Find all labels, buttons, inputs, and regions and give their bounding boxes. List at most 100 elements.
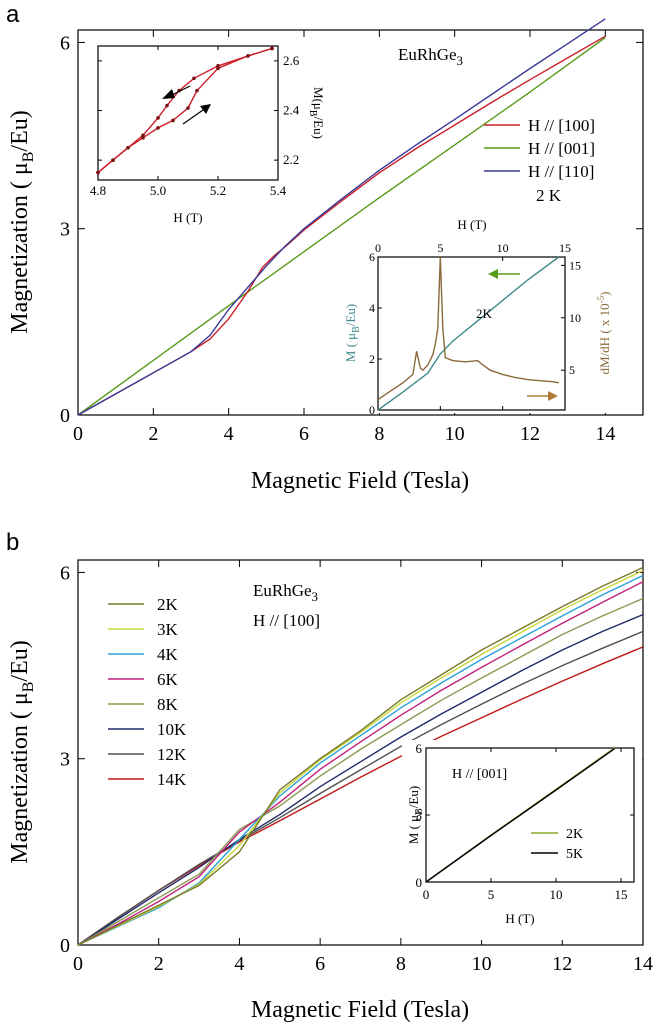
inset-3-x-tick-label: 15 [615, 887, 628, 902]
inset-3-y-tick-label: 3 [416, 808, 423, 823]
panel-b-field-direction: H // [100] [253, 611, 320, 630]
panel-a-temperature-label: 2 K [536, 186, 562, 205]
inset-2-right-axis-title: dM/dH ( x 10-5) [596, 292, 612, 375]
inset-2-x-tick-label: 0 [375, 241, 381, 255]
inset-3-series-line-5K [425, 748, 615, 883]
inset-1-series [96, 46, 274, 175]
panel-a-y-tick-label: 0 [60, 405, 70, 427]
inset-3-y-axis-title-end: /Eu) [406, 786, 421, 808]
panel-a-material-sub: 3 [457, 53, 464, 68]
inset-3-y-tick-label: 6 [416, 741, 423, 756]
panel-b-x-tick-label: 10 [472, 953, 492, 975]
panel-a-y-tick-label: 3 [60, 219, 70, 241]
panel-a-y-axis-title-sub: B [20, 152, 37, 163]
inset-3-y-axis-title-main: M ( μ [406, 815, 421, 844]
inset-1-x-tick-label: 5.4 [270, 183, 287, 198]
panel-a-x-tick-label: 12 [520, 423, 540, 445]
panel-b-x-tick-label: 0 [73, 953, 83, 975]
inset-3-legend-label-5K: 5K [566, 847, 583, 862]
inset-2-y-tick-label: 0 [369, 403, 375, 417]
inset-1-y-axis-title: M(μB/Eu) [307, 87, 326, 139]
inset-1-y-tick-label: 2.2 [283, 152, 299, 167]
legend-label-14K: 14K [157, 770, 187, 789]
inset-1-background [95, 40, 280, 195]
panel-b-main-chart: 0 2 4 6 8 10 12 14 0 3 6 Magnetic Field (Tesla) Ma… [7, 559, 653, 1023]
legend-label-8K: 8K [157, 695, 179, 714]
panel-b-x-tick-label: 14 [633, 953, 653, 975]
inset-2-x-tick-label: 15 [559, 241, 571, 255]
legend-label-2K: 2K [157, 595, 179, 614]
panel-b-x-axis-title: Magnetic Field (Tesla) [251, 997, 469, 1023]
inset-2-x-tick-label: 10 [497, 241, 509, 255]
inset-2-y-tick-label: 6 [369, 250, 375, 264]
panel-b-y-tick-label: 6 [60, 562, 70, 584]
inset-1-ticks: 4.8 5.0 5.2 5.4 2.2 2.4 2.6 [90, 46, 300, 198]
inset-1-data-point [216, 66, 220, 71]
arrow-right-axis-head-icon [548, 391, 558, 401]
panel-b-series-line-12K [77, 630, 644, 946]
inset-1-data-point [171, 118, 175, 123]
legend-label-100: H // [100] [528, 116, 595, 135]
panel-a-x-tick-label: 14 [595, 423, 615, 445]
inset-3-field-direction: H // [001] [452, 767, 507, 782]
inset-1-x-tick-label: 5.0 [150, 183, 166, 198]
inset-1-data-point [195, 88, 199, 93]
panel-a-x-tick-label: 2 [148, 423, 158, 445]
panel-a-series-line-2 [77, 18, 606, 416]
inset-1-data-point [156, 116, 160, 120]
inset-1-data-point [156, 126, 160, 130]
panel-b-ticks: 0 2 4 6 8 10 12 14 0 3 6 [60, 560, 653, 975]
legend-label-001: H // [001] [528, 139, 595, 158]
panel-b-y-tick-label: 3 [60, 749, 70, 771]
arrow-increasing-field-head-icon [200, 104, 211, 114]
inset-1-y-axis-title-main: M(μ [311, 87, 326, 110]
panel-b-x-tick-label: 6 [315, 953, 325, 975]
panel-a-main-chart: 0 2 4 6 8 10 12 14 0 3 6 Magnetic Field (Tesla) Ma… [7, 18, 644, 494]
inset-3-x-axis-title: H (T) [505, 911, 534, 926]
panel-a-material-main: EuRhGe [398, 45, 457, 64]
inset-2-left-axis-title-sub: B [351, 326, 362, 333]
panel-a-y-axis-title: Magnetization ( μB/Eu) [7, 110, 37, 333]
inset-1-data-point [126, 145, 130, 150]
panel-b-x-tick-label: 2 [154, 953, 164, 975]
inset-1-x-tick-label: 4.8 [90, 183, 106, 198]
panel-b-y-tick-label: 0 [60, 935, 70, 957]
panel-a-series [77, 18, 606, 416]
arrow-increasing-field-icon [182, 109, 204, 125]
panel-b-y-axis-title: Magnetization ( μB/Eu) [7, 640, 37, 863]
panel-b-y-axis-title-main: Magnetization ( μ [7, 692, 33, 863]
legend-label-6K: 6K [157, 670, 179, 689]
inset-1-y-tick-label: 2.6 [283, 53, 300, 68]
panel-b-y-axis-title-sub: B [20, 682, 37, 693]
panel-a-x-tick-label: 4 [224, 423, 234, 445]
inset-2-x-tick-label: 5 [437, 241, 443, 255]
inset-2-magnetization-line [377, 256, 560, 411]
inset-3-x-tick-label: 5 [488, 887, 495, 902]
inset-3-y-axis-title-sub: B [414, 808, 425, 815]
inset-1-data-point [192, 76, 196, 81]
inset-1-y-axis-title-end: /Eu) [311, 117, 326, 139]
inset-2-right-axis-title-sup: -5 [596, 295, 606, 303]
inset-2-right-tick-label: 5 [569, 363, 575, 377]
inset-1-data-point [165, 103, 169, 108]
inset-1-data-point [141, 133, 145, 138]
inset-3-y-tick-label: 0 [416, 875, 423, 890]
panel-b-x-tick-label: 8 [396, 953, 406, 975]
panel-a-legend: H // [100] H // [001] H // [110] 2 K [484, 116, 595, 205]
panel-b-frame [77, 559, 644, 946]
inset-1-data-point [186, 106, 190, 110]
inset-2-frame [377, 256, 566, 411]
panel-a-series-line-1 [77, 36, 606, 416]
inset-2-series [377, 256, 560, 411]
inset-2-derivative-line [377, 256, 559, 401]
panel-a-x-tick-label: 6 [299, 423, 309, 445]
inset-1-data-point [246, 54, 250, 58]
inset-3-x-tick-label: 10 [550, 887, 563, 902]
inset-2-y-tick-label: 4 [369, 301, 375, 315]
panel-a-x-axis-title: Magnetic Field (Tesla) [251, 468, 469, 494]
inset-2-right-tick-label: 10 [569, 311, 581, 325]
panel-b-legend: 2K 3K 4K 6K 8K 10K 12K 14K [108, 595, 187, 789]
panel-b-series-line-10K [77, 613, 644, 946]
inset-2-left-axis-title: M ( μB/Eu) [343, 304, 362, 362]
inset-2-left-axis-title-end: /Eu) [343, 304, 358, 326]
